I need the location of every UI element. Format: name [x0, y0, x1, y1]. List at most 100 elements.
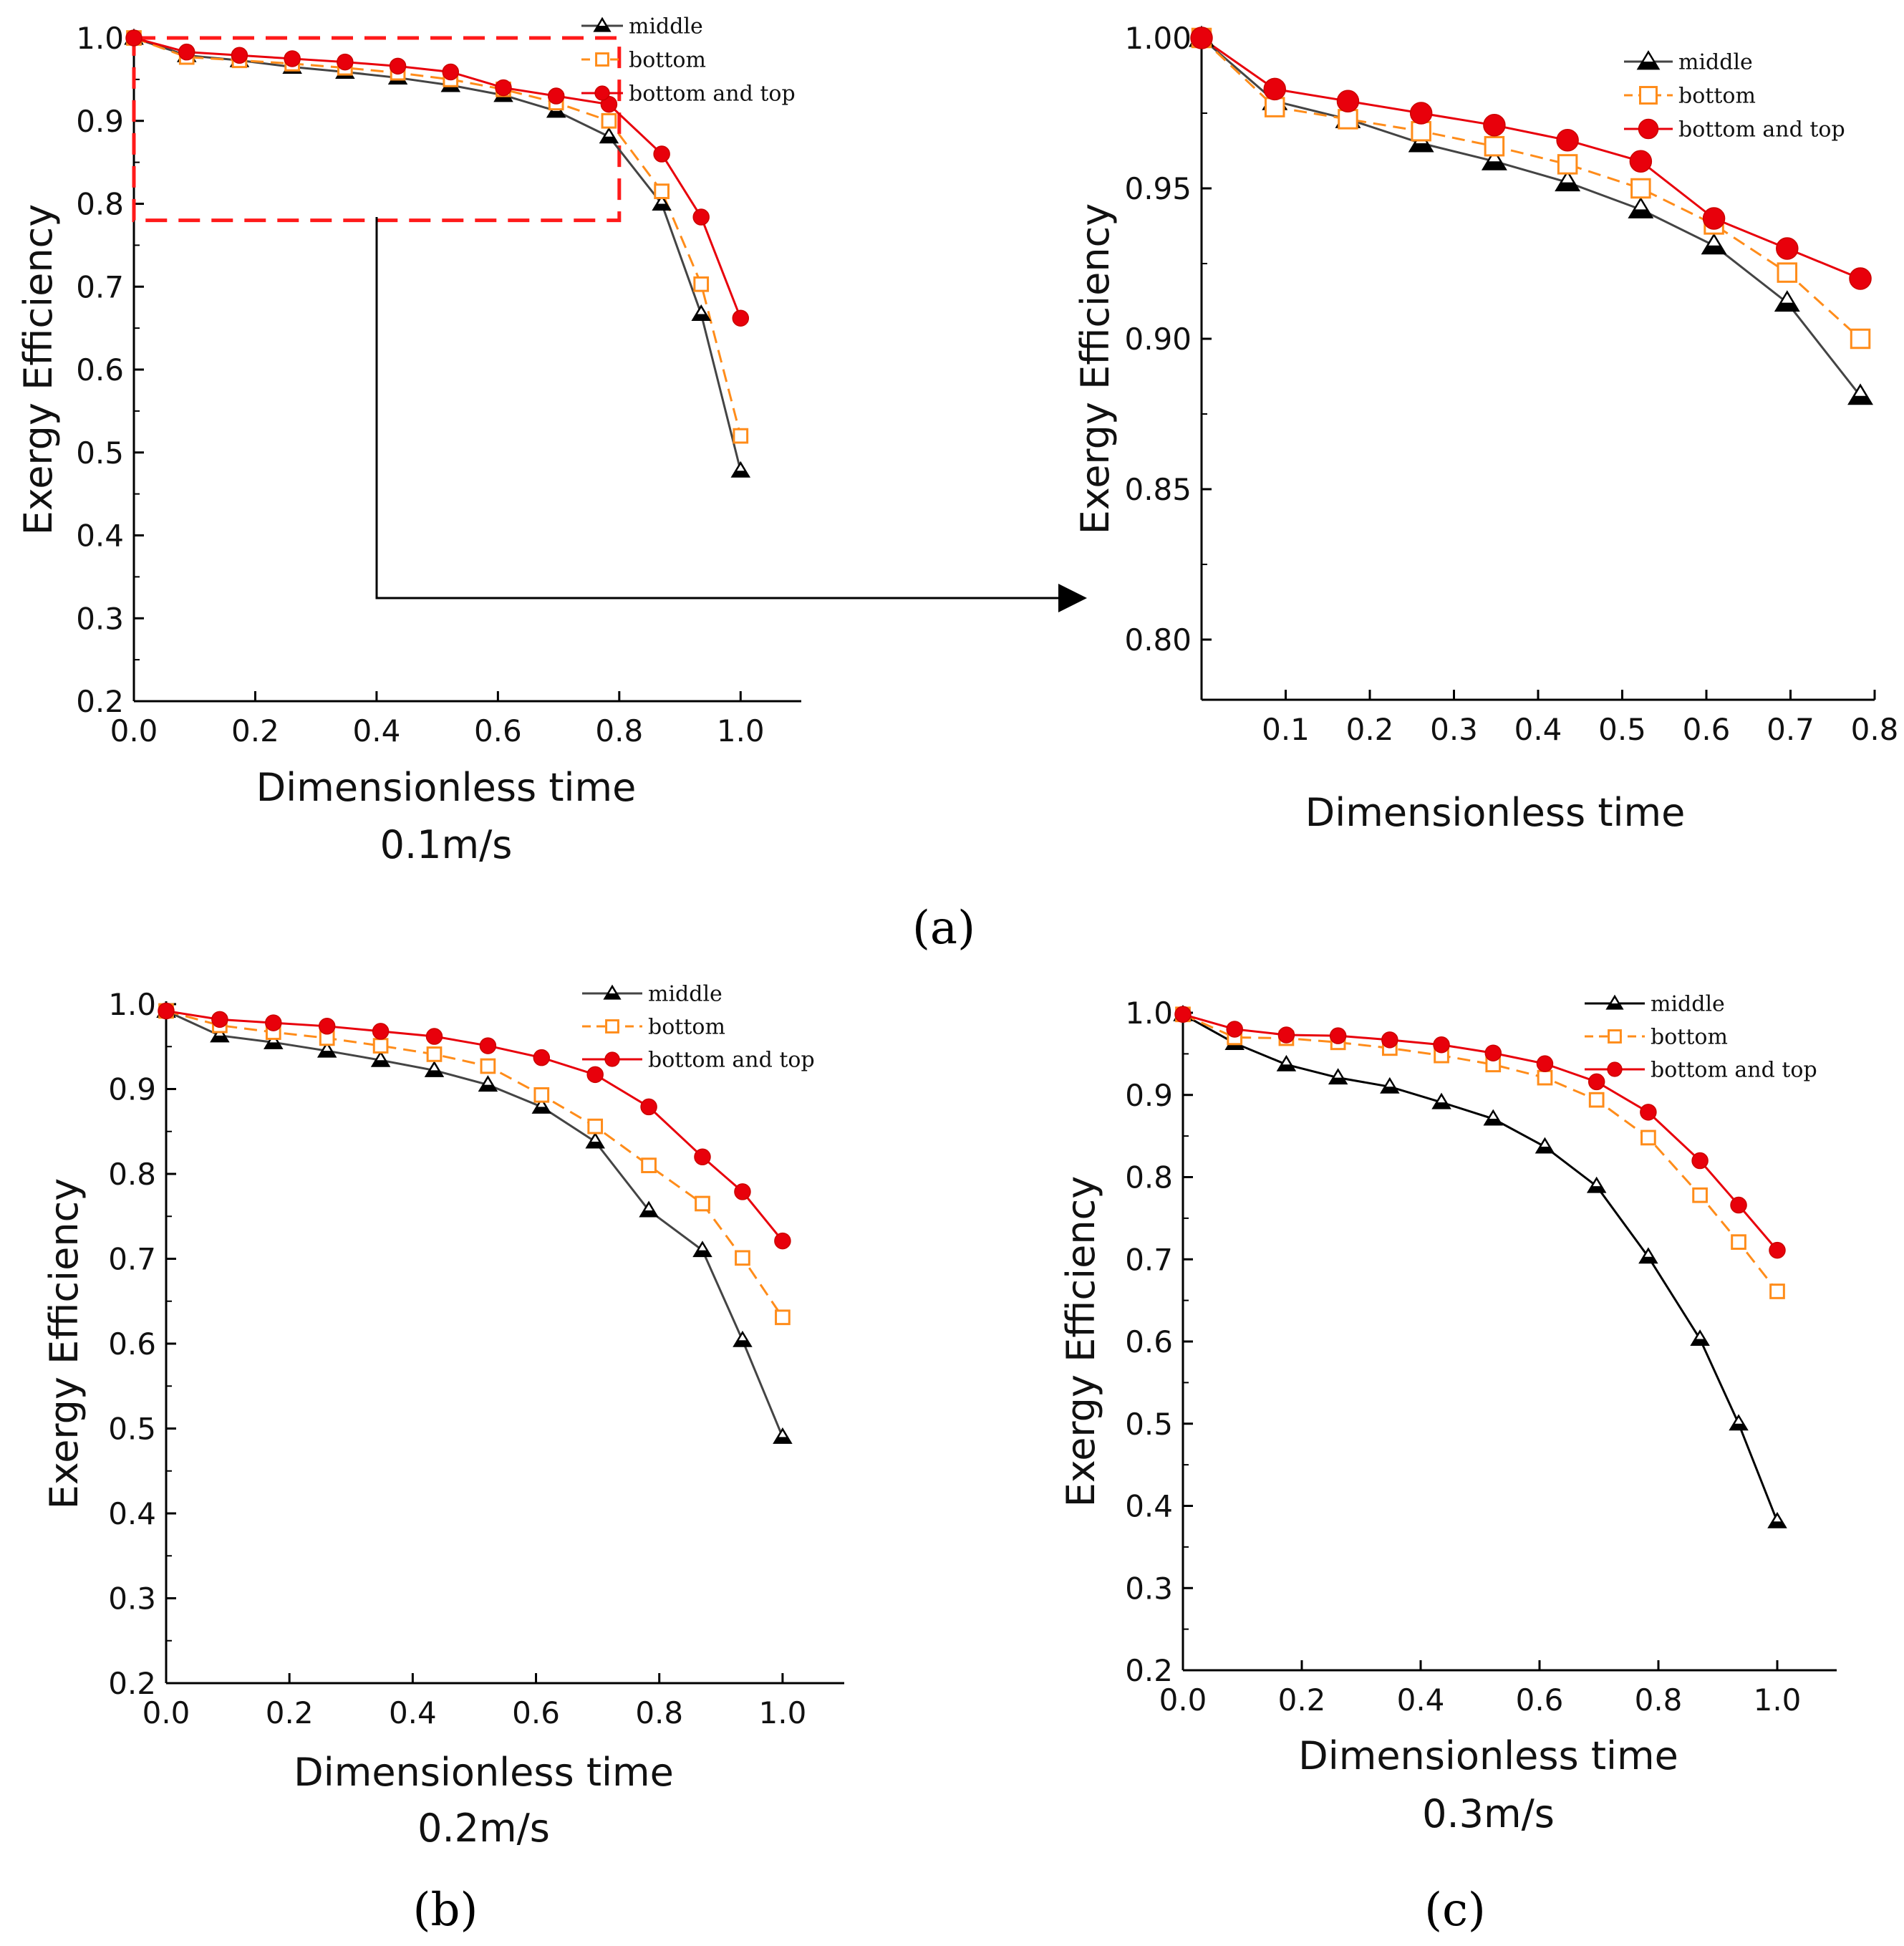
- data-point-bottom-and-top: [1381, 1031, 1398, 1049]
- series-line-middle: [1182, 1013, 1779, 1522]
- x-tick-label: 0.8: [1635, 1682, 1683, 1718]
- legend-marker-middle-fill: [1638, 62, 1659, 69]
- data-point-middle-fill: [1702, 245, 1726, 254]
- series-markers-middle: [1173, 1004, 1787, 1528]
- data-point-middle-fill: [774, 1437, 791, 1443]
- x-tick-label: 0.6: [474, 713, 522, 748]
- data-point-bottom: [1588, 1092, 1605, 1108]
- data-point-bottom: [693, 276, 710, 292]
- data-point-middle-fill: [1483, 161, 1506, 170]
- x-tick-label: 0.2: [231, 713, 279, 748]
- y-tick-label: 0.2: [108, 1666, 156, 1701]
- series-markers-middle: [1189, 25, 1873, 405]
- x-axis-label: Dimensionless time: [294, 1750, 674, 1795]
- data-point-middle-fill: [1409, 143, 1433, 152]
- y-tick-label: 0.3: [108, 1581, 156, 1617]
- legend-label: middle: [648, 982, 723, 1007]
- data-point-bottom-and-top: [1776, 237, 1799, 260]
- x-tick-label: 0.2: [1346, 712, 1394, 747]
- y-tick-label: 0.9: [108, 1072, 156, 1107]
- data-point-bottom-and-top: [211, 1011, 228, 1029]
- y-tick-label: 0.3: [1125, 1571, 1173, 1606]
- legend-label: middle: [629, 14, 703, 39]
- legend: middle bottom bottom and top: [1624, 50, 1845, 143]
- legend-label: bottom and top: [629, 82, 796, 107]
- x-tick-label: 0.4: [353, 713, 401, 748]
- data-point-middle-fill: [319, 1051, 336, 1057]
- y-tick-label: 0.6: [76, 352, 124, 387]
- y-tick-label: 0.8: [108, 1157, 156, 1192]
- y-axis-label: Exergy Efficiency: [42, 1178, 87, 1509]
- data-point-middle-fill: [1277, 1064, 1295, 1071]
- data-point-bottom: [372, 1038, 389, 1054]
- data-point-bottom: [1411, 120, 1431, 142]
- data-point-middle-fill: [533, 1107, 550, 1113]
- data-point-bottom-and-top: [694, 1148, 711, 1166]
- panel-label-c: (c): [1424, 1884, 1486, 1937]
- data-point-middle-fill: [1730, 1423, 1747, 1430]
- y-tick-label: 1.0: [108, 987, 156, 1022]
- x-tick-label: 0.0: [142, 1695, 190, 1730]
- y-tick-label: 0.2: [76, 684, 124, 719]
- data-point-bottom-and-top: [1702, 207, 1726, 230]
- data-point-bottom: [1640, 1129, 1656, 1146]
- series-line-middle: [165, 1010, 784, 1437]
- y-tick-label: 0.6: [1125, 1324, 1173, 1359]
- data-point-bottom-and-top: [586, 1066, 604, 1084]
- data-point-bottom-and-top: [1336, 90, 1360, 112]
- y-axis-label: Exergy Efficiency: [1058, 1176, 1103, 1507]
- data-point-middle-fill: [694, 1250, 711, 1256]
- legend-label: bottom: [648, 1015, 725, 1040]
- y-tick-label: 0.4: [76, 519, 124, 554]
- y-tick-label: 0.9: [1125, 1078, 1173, 1113]
- legend-label: bottom: [629, 48, 706, 73]
- x-tick-label: 0.8: [595, 713, 643, 748]
- legend-marker-bottom: [1608, 1029, 1622, 1044]
- data-point-bottom: [601, 112, 617, 129]
- y-tick-label: 0.2: [1125, 1653, 1173, 1688]
- x-tick-label: 0.3: [1430, 712, 1478, 747]
- series-markers-bottom-and-top: [158, 1002, 791, 1250]
- data-point-bottom-and-top: [1769, 1241, 1786, 1259]
- data-point-middle-fill: [479, 1084, 496, 1091]
- legend-label: bottom and top: [648, 1048, 815, 1073]
- data-point-bottom: [1769, 1283, 1785, 1299]
- x-tick-label: 0.5: [1598, 712, 1646, 747]
- y-tick-label: 0.7: [76, 269, 124, 304]
- legend-label: middle: [1678, 50, 1753, 75]
- x-tick-label: 0.2: [1278, 1682, 1326, 1718]
- data-point-middle-fill: [1629, 209, 1653, 218]
- data-point-bottom-and-top: [653, 145, 670, 163]
- data-point-bottom: [587, 1118, 604, 1135]
- series-line-bottom-and-top: [1201, 37, 1861, 280]
- x-tick-label: 0.8: [1851, 712, 1899, 747]
- series-line-bottom: [1182, 1013, 1779, 1292]
- data-point-middle-fill: [1588, 1186, 1605, 1193]
- data-point-bottom-and-top: [547, 87, 565, 105]
- chart-c: 0.20.30.40.50.60.70.80.91.00.0 0.2 0.4 0.6 0…: [1058, 992, 1837, 1836]
- data-point-bottom-and-top: [1484, 1044, 1502, 1061]
- x-tick-label: 0.0: [110, 713, 158, 748]
- data-point-bottom: [1338, 109, 1358, 130]
- y-axis-label: Exergy Efficiency: [1073, 203, 1118, 534]
- data-point-bottom-and-top: [318, 1018, 336, 1035]
- series-line-bottom-and-top: [165, 1009, 784, 1242]
- data-point-bottom-and-top: [774, 1232, 791, 1250]
- series-markers-bottom: [1191, 27, 1871, 350]
- data-point-bottom-and-top: [1640, 1104, 1657, 1121]
- data-point-bottom-and-top: [1849, 267, 1872, 290]
- x-tick-label: 0.7: [1767, 712, 1814, 747]
- data-point-bottom: [480, 1058, 496, 1074]
- y-tick-label: 0.5: [1125, 1407, 1173, 1442]
- y-tick-label: 0.95: [1124, 171, 1192, 206]
- y-tick-label: 0.90: [1124, 322, 1192, 357]
- legend-marker-bottom-and-top: [604, 1051, 620, 1067]
- data-point-middle-fill: [1776, 302, 1799, 311]
- zoom-connector-line: [375, 217, 1058, 599]
- y-tick-label: 0.85: [1124, 472, 1192, 507]
- data-point-middle-fill: [1536, 1147, 1554, 1153]
- data-point-middle-fill: [1433, 1102, 1450, 1109]
- data-point-bottom-and-top: [442, 63, 460, 81]
- data-point-middle-fill: [732, 471, 749, 477]
